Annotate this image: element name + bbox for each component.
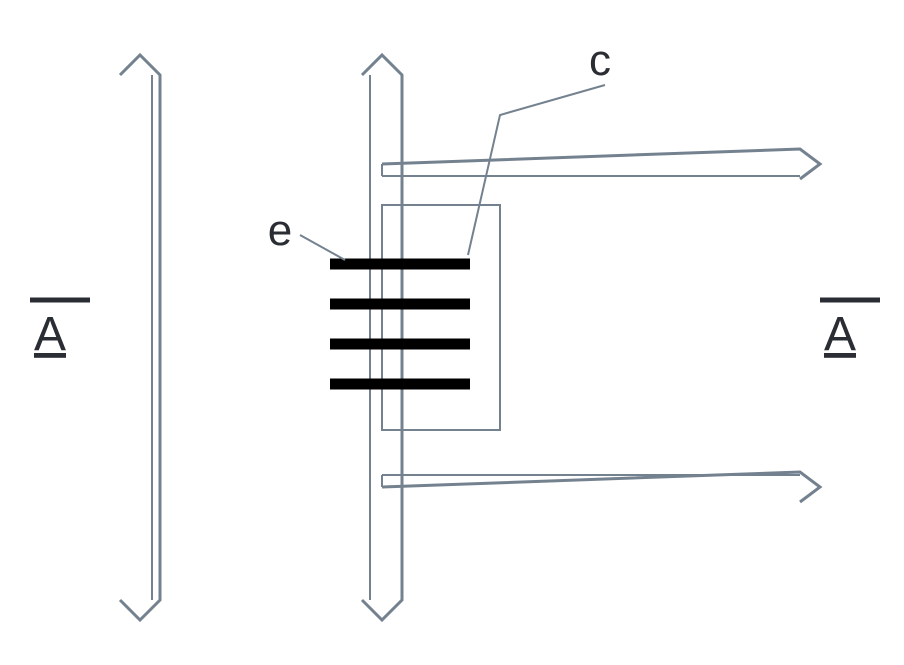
column-left-flange-outer xyxy=(120,55,160,620)
label-A_right: A xyxy=(824,308,856,361)
shear-tab-plate xyxy=(382,205,500,430)
label-A_left: A xyxy=(34,308,66,361)
leader-e xyxy=(300,235,345,260)
label-c: c xyxy=(589,36,611,85)
beam-bot-flange-outer xyxy=(382,472,820,502)
beam-top-flange-outer xyxy=(382,149,820,179)
leader-c xyxy=(468,85,605,255)
label-e: e xyxy=(268,206,292,255)
